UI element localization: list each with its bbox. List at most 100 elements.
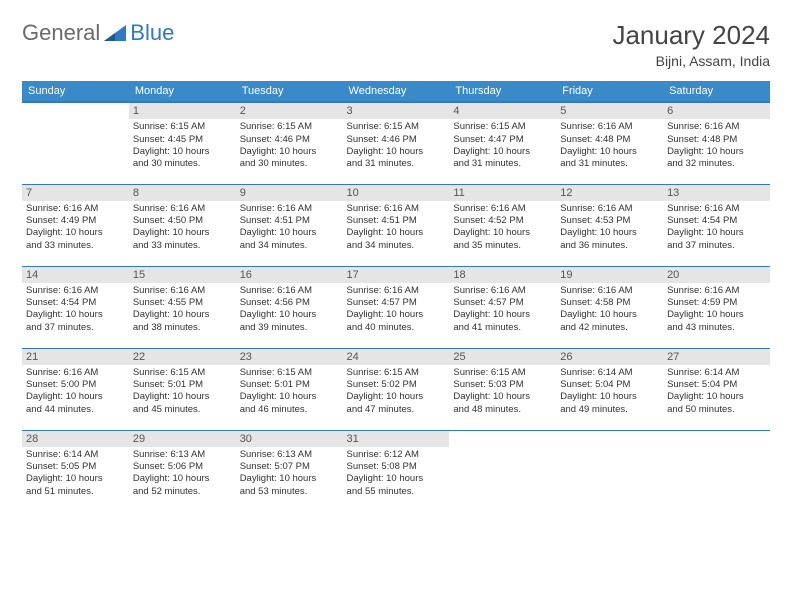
dayname-header: Saturday [663, 81, 770, 102]
day-detail-line: and 30 minutes. [133, 158, 232, 170]
day-detail-line: Daylight: 10 hours [240, 309, 339, 321]
calendar-day-cell: 1Sunrise: 6:15 AMSunset: 4:45 PMDaylight… [129, 102, 236, 184]
calendar-day-cell: 11Sunrise: 6:16 AMSunset: 4:52 PMDayligh… [449, 184, 556, 266]
day-detail-line: Daylight: 10 hours [347, 146, 446, 158]
day-detail-line: Sunrise: 6:14 AM [26, 449, 125, 461]
page-header: General Blue January 2024 Bijni, Assam, … [22, 20, 770, 69]
dayname-header: Friday [556, 81, 663, 102]
day-detail-line: Daylight: 10 hours [453, 146, 552, 158]
day-details: Sunrise: 6:16 AMSunset: 4:54 PMDaylight:… [26, 285, 125, 334]
dayname-header: Sunday [22, 81, 129, 102]
day-detail-line: Daylight: 10 hours [560, 146, 659, 158]
day-detail-line: Sunrise: 6:12 AM [347, 449, 446, 461]
day-detail-line: and 51 minutes. [26, 486, 125, 498]
day-number: 15 [129, 267, 236, 283]
calendar-day-cell: 25Sunrise: 6:15 AMSunset: 5:03 PMDayligh… [449, 348, 556, 430]
day-number: 14 [22, 267, 129, 283]
day-details: Sunrise: 6:15 AMSunset: 5:01 PMDaylight:… [133, 367, 232, 416]
day-detail-line: Sunset: 4:54 PM [667, 215, 766, 227]
day-detail-line: and 31 minutes. [347, 158, 446, 170]
day-details: Sunrise: 6:16 AMSunset: 4:48 PMDaylight:… [667, 121, 766, 170]
day-details: Sunrise: 6:14 AMSunset: 5:04 PMDaylight:… [667, 367, 766, 416]
day-detail-line: Daylight: 10 hours [347, 473, 446, 485]
day-details: Sunrise: 6:16 AMSunset: 4:49 PMDaylight:… [26, 203, 125, 252]
day-detail-line: Daylight: 10 hours [26, 473, 125, 485]
day-details: Sunrise: 6:16 AMSunset: 5:00 PMDaylight:… [26, 367, 125, 416]
day-detail-line: Sunset: 5:00 PM [26, 379, 125, 391]
day-number: 4 [449, 103, 556, 119]
day-detail-line: Sunset: 4:51 PM [347, 215, 446, 227]
day-detail-line: Daylight: 10 hours [240, 227, 339, 239]
day-detail-line: Daylight: 10 hours [667, 309, 766, 321]
day-detail-line: Sunset: 5:04 PM [560, 379, 659, 391]
calendar-day-cell: 28Sunrise: 6:14 AMSunset: 5:05 PMDayligh… [22, 430, 129, 512]
day-detail-line: Sunset: 5:02 PM [347, 379, 446, 391]
day-detail-line: Sunset: 5:05 PM [26, 461, 125, 473]
day-detail-line: and 32 minutes. [667, 158, 766, 170]
day-detail-line: Sunrise: 6:16 AM [453, 203, 552, 215]
day-detail-line: and 33 minutes. [133, 240, 232, 252]
day-detail-line: and 38 minutes. [133, 322, 232, 334]
logo-text-1: General [22, 20, 100, 46]
calendar-week-row: 14 Sunrise: 6:16 AMSunset: 4:54 PMDayligh… [22, 266, 770, 348]
calendar-day-cell: 16Sunrise: 6:16 AMSunset: 4:56 PMDayligh… [236, 266, 343, 348]
day-detail-line: and 44 minutes. [26, 404, 125, 416]
calendar-day-cell [22, 102, 129, 184]
day-number: 26 [556, 349, 663, 365]
day-detail-line: Sunrise: 6:16 AM [667, 203, 766, 215]
day-detail-line: and 46 minutes. [240, 404, 339, 416]
calendar-day-cell: 10Sunrise: 6:16 AMSunset: 4:51 PMDayligh… [343, 184, 450, 266]
calendar-week-row: 7Sunrise: 6:16 AMSunset: 4:49 PMDaylight… [22, 184, 770, 266]
day-detail-line: Daylight: 10 hours [26, 391, 125, 403]
day-detail-line: Sunrise: 6:14 AM [667, 367, 766, 379]
day-detail-line: Sunset: 5:07 PM [240, 461, 339, 473]
day-details: Sunrise: 6:15 AMSunset: 5:02 PMDaylight:… [347, 367, 446, 416]
calendar-day-cell: 27 Sunrise: 6:14 AMSunset: 5:04 PMDayligh… [663, 348, 770, 430]
day-detail-line: Daylight: 10 hours [133, 227, 232, 239]
day-detail-line: Sunset: 4:58 PM [560, 297, 659, 309]
dayname-header: Tuesday [236, 81, 343, 102]
day-detail-line: Daylight: 10 hours [453, 309, 552, 321]
day-detail-line: Daylight: 10 hours [667, 391, 766, 403]
calendar-day-cell: 29Sunrise: 6:13 AMSunset: 5:06 PMDayligh… [129, 430, 236, 512]
day-detail-line: Daylight: 10 hours [240, 146, 339, 158]
day-detail-line: Daylight: 10 hours [133, 309, 232, 321]
day-detail-line: and 48 minutes. [453, 404, 552, 416]
calendar-day-cell: 4 Sunrise: 6:15 AMSunset: 4:47 PMDaylight… [449, 102, 556, 184]
day-number: 2 [236, 103, 343, 119]
day-detail-line: Daylight: 10 hours [347, 309, 446, 321]
day-number: 21 [22, 349, 129, 365]
day-number: 18 [449, 267, 556, 283]
day-detail-line: Sunrise: 6:16 AM [560, 203, 659, 215]
day-detail-line: Daylight: 10 hours [667, 146, 766, 158]
day-detail-line: and 34 minutes. [240, 240, 339, 252]
day-number: 30 [236, 431, 343, 447]
day-number: 23 [236, 349, 343, 365]
day-detail-line: Sunset: 5:06 PM [133, 461, 232, 473]
day-detail-line: Sunrise: 6:13 AM [133, 449, 232, 461]
day-details: Sunrise: 6:15 AMSunset: 4:45 PMDaylight:… [133, 121, 232, 170]
day-number: 31 [343, 431, 450, 447]
day-detail-line: Sunrise: 6:15 AM [240, 367, 339, 379]
day-detail-line: Daylight: 10 hours [560, 309, 659, 321]
day-number: 27 [663, 349, 770, 365]
day-detail-line: Sunset: 4:52 PM [453, 215, 552, 227]
day-detail-line: Daylight: 10 hours [560, 227, 659, 239]
calendar-day-cell: 6Sunrise: 6:16 AMSunset: 4:48 PMDaylight… [663, 102, 770, 184]
day-detail-line: and 50 minutes. [667, 404, 766, 416]
day-detail-line: and 39 minutes. [240, 322, 339, 334]
day-details: Sunrise: 6:16 AMSunset: 4:52 PMDaylight:… [453, 203, 552, 252]
calendar-day-cell: 22Sunrise: 6:15 AMSunset: 5:01 PMDayligh… [129, 348, 236, 430]
day-details: Sunrise: 6:15 AMSunset: 4:47 PMDaylight:… [453, 121, 552, 170]
day-detail-line: Sunrise: 6:16 AM [560, 121, 659, 133]
day-detail-line: Sunrise: 6:15 AM [453, 121, 552, 133]
calendar-day-cell: 26Sunrise: 6:14 AMSunset: 5:04 PMDayligh… [556, 348, 663, 430]
day-detail-line: and 31 minutes. [560, 158, 659, 170]
day-detail-line: Sunrise: 6:16 AM [133, 285, 232, 297]
day-detail-line: Daylight: 10 hours [26, 227, 125, 239]
day-detail-line: Sunset: 5:04 PM [667, 379, 766, 391]
day-detail-line: Sunrise: 6:16 AM [667, 121, 766, 133]
day-details: Sunrise: 6:13 AMSunset: 5:06 PMDaylight:… [133, 449, 232, 498]
day-details: Sunrise: 6:13 AMSunset: 5:07 PMDaylight:… [240, 449, 339, 498]
day-details: Sunrise: 6:16 AMSunset: 4:54 PMDaylight:… [667, 203, 766, 252]
